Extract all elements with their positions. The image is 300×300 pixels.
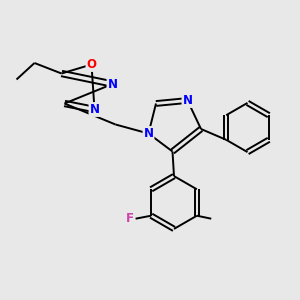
Text: N: N: [89, 103, 100, 116]
Text: N: N: [182, 94, 193, 107]
Text: O: O: [86, 58, 97, 71]
Text: F: F: [126, 212, 134, 225]
Text: F: F: [126, 212, 134, 225]
Text: N: N: [143, 127, 154, 140]
Text: N: N: [107, 77, 118, 91]
